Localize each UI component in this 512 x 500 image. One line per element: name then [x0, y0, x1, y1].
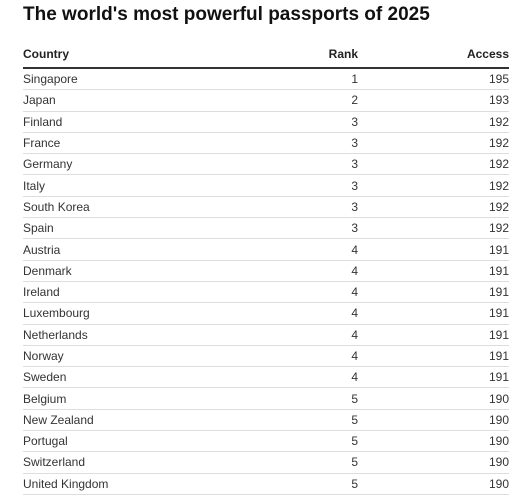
chart-title: The world's most powerful passports of 2…	[23, 4, 430, 25]
cell-country: South Korea	[23, 196, 257, 219]
cell-access: 190	[358, 409, 509, 432]
passport-table: Country Rank Access Singapore 1 195 Japan 2 1…	[23, 42, 509, 495]
table-row: Portugal 5 190	[23, 430, 509, 453]
cell-country: Italy	[23, 174, 257, 197]
cell-rank: 4	[257, 324, 358, 346]
cell-access: 190	[358, 387, 509, 410]
cell-access: 192	[358, 217, 509, 240]
table-header-row: Country Rank Access	[23, 42, 509, 69]
cell-country: Netherlands	[23, 324, 257, 346]
cell-access: 192	[358, 153, 509, 176]
cell-rank: 5	[257, 451, 358, 474]
cell-access: 192	[358, 196, 509, 219]
cell-country: Ireland	[23, 281, 257, 304]
cell-access: 192	[358, 132, 509, 155]
table-row: Singapore 1 195	[23, 68, 509, 91]
cell-country: Singapore	[23, 68, 257, 91]
cell-rank: 4	[257, 366, 358, 389]
cell-access: 190	[358, 473, 509, 495]
cell-rank: 5	[257, 473, 358, 495]
cell-access: 191	[358, 345, 509, 368]
table-row: Belgium 5 190	[23, 387, 509, 410]
table-row: New Zealand 5 190	[23, 409, 509, 432]
table-row: Germany 3 192	[23, 153, 509, 176]
table-row: United Kingdom 5 190	[23, 473, 509, 495]
cell-country: Norway	[23, 345, 257, 368]
table-row: Austria 4 191	[23, 238, 509, 261]
cell-rank: 3	[257, 217, 358, 240]
table-row: Japan 2 193	[23, 89, 509, 112]
column-header-access: Access	[358, 42, 509, 69]
cell-rank: 5	[257, 430, 358, 453]
table-row: Spain 3 192	[23, 217, 509, 240]
table-body: Singapore 1 195 Japan 2 193 Finland 3 192 France 3…	[23, 68, 509, 495]
table-row: Ireland 4 191	[23, 281, 509, 304]
cell-country: Austria	[23, 238, 257, 261]
cell-country: United Kingdom	[23, 473, 257, 495]
cell-country: Finland	[23, 111, 257, 133]
cell-country: Japan	[23, 89, 257, 112]
cell-country: Denmark	[23, 260, 257, 282]
cell-access: 190	[358, 430, 509, 453]
table-row: Norway 4 191	[23, 345, 509, 368]
table-row: France 3 192	[23, 132, 509, 155]
cell-country: Portugal	[23, 430, 257, 453]
cell-rank: 5	[257, 387, 358, 410]
cell-country: Spain	[23, 217, 257, 240]
cell-rank: 2	[257, 89, 358, 112]
cell-country: Luxembourg	[23, 302, 257, 325]
cell-country: Belgium	[23, 387, 257, 410]
cell-country: Sweden	[23, 366, 257, 389]
cell-access: 191	[358, 238, 509, 261]
cell-rank: 4	[257, 345, 358, 368]
cell-rank: 4	[257, 281, 358, 304]
cell-access: 190	[358, 451, 509, 474]
table-row: Finland 3 192	[23, 111, 509, 133]
cell-access: 195	[358, 68, 509, 91]
cell-rank: 3	[257, 132, 358, 155]
cell-access: 191	[358, 260, 509, 282]
cell-rank: 4	[257, 302, 358, 325]
cell-access: 192	[358, 111, 509, 133]
cell-rank: 5	[257, 409, 358, 432]
cell-rank: 1	[257, 68, 358, 91]
cell-rank: 3	[257, 196, 358, 219]
table-row: Switzerland 5 190	[23, 451, 509, 474]
table-row: Luxembourg 4 191	[23, 302, 509, 325]
cell-rank: 4	[257, 238, 358, 261]
cell-access: 191	[358, 281, 509, 304]
cell-rank: 3	[257, 174, 358, 197]
cell-country: New Zealand	[23, 409, 257, 432]
cell-rank: 4	[257, 260, 358, 282]
cell-access: 193	[358, 89, 509, 112]
cell-rank: 3	[257, 153, 358, 176]
table-row: Italy 3 192	[23, 174, 509, 197]
cell-rank: 3	[257, 111, 358, 133]
table-row: South Korea 3 192	[23, 196, 509, 219]
cell-access: 191	[358, 302, 509, 325]
cell-country: Germany	[23, 153, 257, 176]
column-header-rank: Rank	[257, 42, 358, 69]
table-row: Netherlands 4 191	[23, 324, 509, 346]
cell-access: 191	[358, 324, 509, 346]
cell-country: Switzerland	[23, 451, 257, 474]
cell-country: France	[23, 132, 257, 155]
cell-access: 191	[358, 366, 509, 389]
table-row: Sweden 4 191	[23, 366, 509, 389]
table-row: Denmark 4 191	[23, 260, 509, 282]
cell-access: 192	[358, 174, 509, 197]
column-header-country: Country	[23, 42, 257, 69]
